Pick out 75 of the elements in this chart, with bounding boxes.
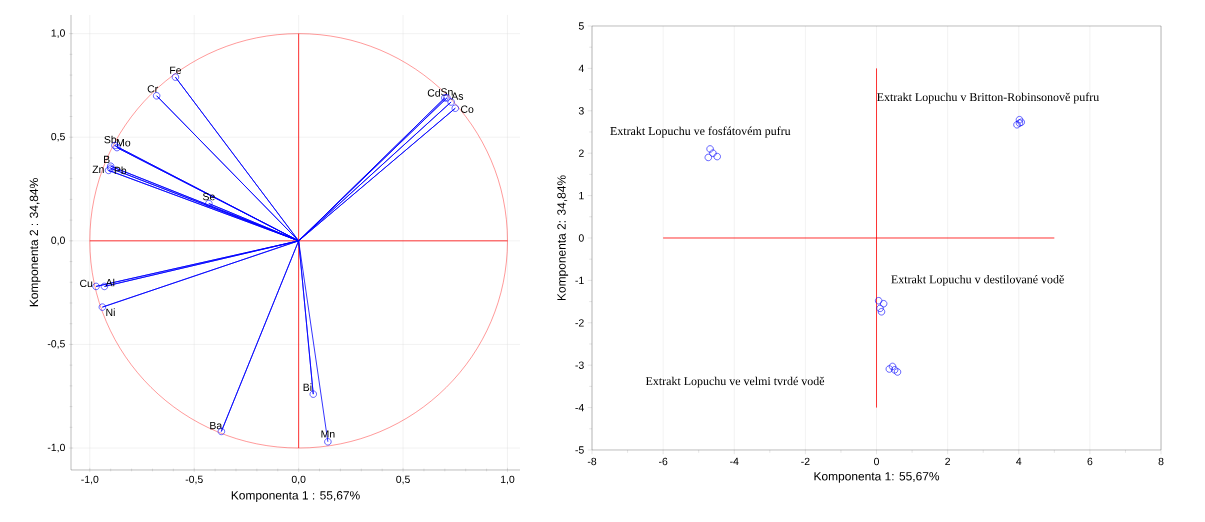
point [704, 153, 712, 162]
x-tick-label: 0,0 [291, 475, 306, 485]
annotation: Se [202, 192, 215, 201]
point [877, 308, 886, 316]
x-tick-label: -1,0 [81, 475, 99, 485]
annotation: Cr [147, 85, 158, 93]
y-tick-label: 1,0 [51, 29, 65, 38]
annotation: Fe [170, 66, 182, 74]
point [709, 149, 717, 157]
x-tick-label: -4 [730, 457, 739, 465]
annotation: Extrakt Lopuchu ve velmi tvrdé vodě [645, 376, 825, 388]
point [891, 366, 899, 374]
x-axis-title: Komponenta 1: 55,67% [814, 472, 940, 483]
y-tick-label: -1,0 [47, 443, 65, 453]
annotation: B [104, 155, 110, 164]
annotation: Sb [104, 135, 117, 144]
y-axis-title: Komponenta 2 : 34,84% [29, 178, 41, 307]
annotation: Zn [92, 165, 104, 173]
point [98, 303, 106, 311]
point [1013, 121, 1021, 129]
y-axis-title: Komponenta 2: 34,84% [557, 175, 569, 301]
y-tick-label: 0 [578, 234, 584, 242]
x-tick-label: 4 [1016, 457, 1022, 465]
y-tick-label: -4 [575, 404, 584, 412]
y-tick-label: 3 [578, 107, 584, 115]
y-tick-label: 0,5 [51, 132, 65, 142]
annotation: Al [105, 278, 115, 287]
annotation: Cu [80, 279, 93, 288]
y-tick-label: 2 [578, 149, 584, 157]
x-tick-label: 2 [945, 457, 951, 466]
x-tick-label: 6 [1087, 457, 1093, 466]
annotation: Pb [114, 166, 127, 175]
point [876, 304, 884, 312]
annotation: Co [461, 105, 474, 113]
x-tick-label: 8 [1158, 457, 1164, 466]
y-tick-label: -2 [575, 319, 584, 327]
annotation: Cd [427, 88, 440, 97]
y-tick-label: 5 [578, 22, 584, 30]
x-tick-label: 0,5 [396, 475, 410, 485]
annotation: Mn [321, 430, 335, 438]
point [451, 104, 459, 112]
x-tick-label: 0 [874, 457, 880, 466]
annotation: As [451, 92, 464, 100]
x-axis-title: Komponenta 1 : 55,67% [231, 491, 360, 502]
y-tick-label: 1 [579, 192, 584, 200]
point [706, 145, 714, 153]
x-tick-label: -8 [587, 457, 597, 466]
point [880, 300, 888, 308]
point [885, 365, 893, 373]
point [888, 362, 897, 371]
x-tick-label: -2 [801, 457, 810, 466]
point [893, 368, 902, 376]
annotation: Sn [440, 88, 453, 96]
annotation: Bi [303, 383, 312, 391]
y-tick-label: 0,0 [51, 236, 65, 246]
x-tick-label: -6 [658, 457, 668, 466]
point [309, 390, 317, 398]
point [875, 297, 883, 305]
annotation: Extrakt Lopuchu ve fosfátovém pufru [610, 126, 791, 138]
annotation: Mo [117, 139, 131, 147]
point [324, 438, 332, 446]
y-tick-label: -3 [575, 361, 584, 369]
annotation: Extrakt Lopuchu v Britton-Robinsonově pufru [877, 92, 1099, 104]
annotation: Ni [106, 308, 115, 316]
point [92, 282, 100, 291]
point [713, 152, 721, 161]
x-tick-label: -0,5 [185, 475, 203, 485]
point [153, 92, 161, 100]
annotation: Extrakt Lopuchu v destilované vodě [891, 274, 1064, 286]
y-tick-label: -1 [575, 276, 584, 284]
y-tick-label: -5 [575, 446, 584, 454]
x-tick-label: 1,0 [501, 475, 515, 485]
annotation: Ba [210, 421, 223, 430]
y-tick-label: 4 [578, 64, 584, 72]
y-tick-label: -0,5 [47, 340, 65, 349]
